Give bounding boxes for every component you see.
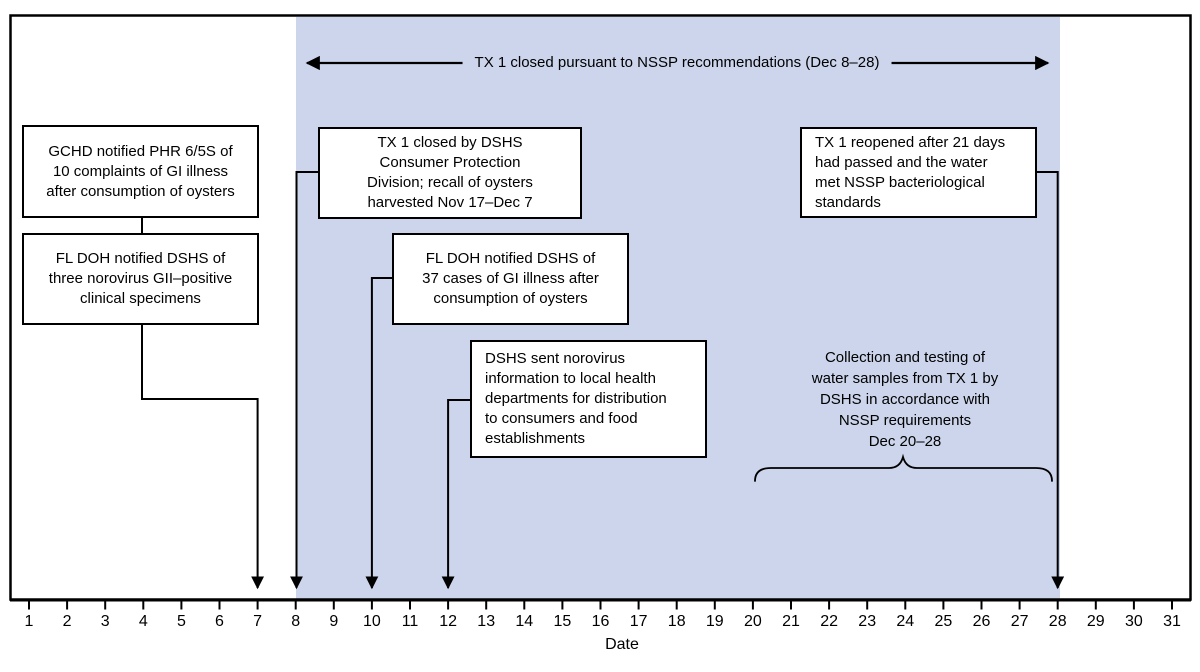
- arrow-date-12: [441, 399, 470, 590]
- sampling-period-brace: [754, 453, 1053, 482]
- arrow-date-10: [365, 277, 392, 590]
- arrow-date-28: [1035, 171, 1065, 590]
- closure-period-band: [296, 17, 1060, 600]
- arrow-date-8: [290, 171, 318, 590]
- axis-tick-marks: [28, 600, 1173, 610]
- arrow-date-7: [141, 325, 265, 590]
